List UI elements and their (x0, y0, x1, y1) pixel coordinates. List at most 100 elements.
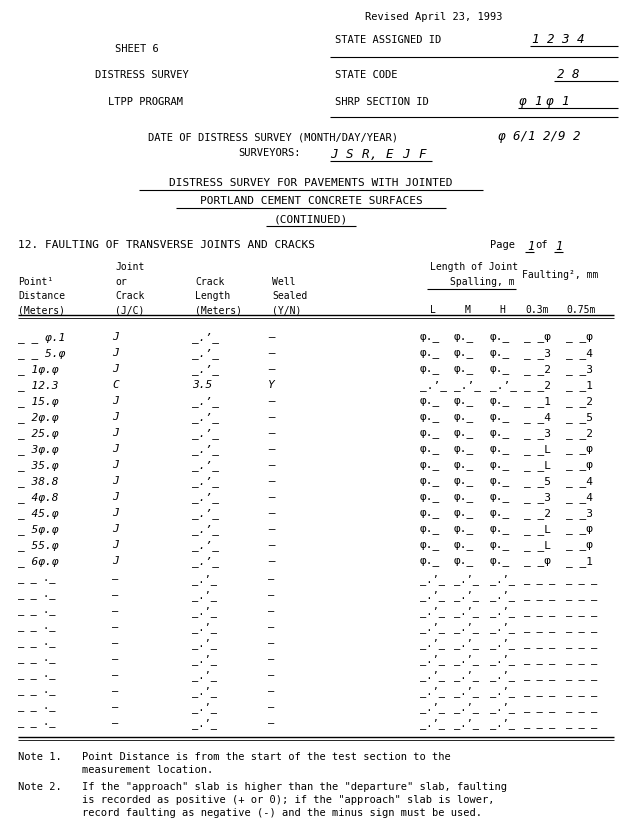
Text: _ _φ: _ _φ (566, 331, 593, 342)
Text: _ _1: _ _1 (524, 396, 551, 407)
Text: _.ʼ_: _.ʼ_ (192, 523, 219, 534)
Text: Well: Well (272, 277, 295, 286)
Text: _ _4: _ _4 (566, 475, 593, 486)
Text: _.ʼ_: _.ʼ_ (192, 508, 219, 518)
Text: _ _ φ.1: _ _ φ.1 (18, 331, 65, 343)
Text: φ._: φ._ (454, 444, 474, 454)
Text: φ._: φ._ (490, 331, 510, 342)
Text: _ _1: _ _1 (566, 379, 593, 391)
Text: φ._: φ._ (490, 539, 510, 549)
Text: Note 1.: Note 1. (18, 751, 62, 761)
Text: J: J (112, 508, 119, 518)
Text: _ _ ._: _ _ ._ (18, 621, 55, 631)
Text: 2 8: 2 8 (557, 68, 579, 81)
Text: _ 15.φ: _ 15.φ (18, 396, 59, 407)
Text: Page: Page (490, 240, 515, 250)
Text: _ _φ: _ _φ (524, 331, 551, 342)
Text: _.ʼ_: _.ʼ_ (420, 621, 445, 632)
Text: _ _ 5.φ: _ _ 5.φ (18, 348, 65, 359)
Text: _ _4: _ _4 (524, 412, 551, 422)
Text: _.ʼ_: _.ʼ_ (192, 427, 219, 438)
Text: _ _ ._: _ _ ._ (18, 701, 55, 711)
Text: _ _ _: _ _ _ (566, 653, 597, 663)
Text: φ._: φ._ (454, 331, 474, 342)
Text: _.ʼ_: _.ʼ_ (454, 669, 479, 680)
Text: PORTLAND CEMENT CONCRETE SURFACES: PORTLAND CEMENT CONCRETE SURFACES (199, 195, 422, 205)
Text: _.ʼ_: _.ʼ_ (192, 638, 217, 648)
Text: φ._: φ._ (490, 523, 510, 533)
Text: –: – (268, 427, 275, 437)
Text: Note 2.: Note 2. (18, 781, 62, 791)
Text: φ._: φ._ (490, 396, 510, 406)
Text: _.ʼ_: _.ʼ_ (454, 590, 479, 600)
Text: _ _ ._: _ _ ._ (18, 686, 55, 696)
Text: φ._: φ._ (420, 412, 440, 421)
Text: _.ʼ_: _.ʼ_ (490, 590, 515, 600)
Text: _ 45.φ: _ 45.φ (18, 508, 59, 518)
Text: _ _ _: _ _ _ (524, 653, 555, 663)
Text: φ._: φ._ (454, 460, 474, 469)
Text: Distance: Distance (18, 291, 65, 301)
Text: STATE ASSIGNED ID: STATE ASSIGNED ID (335, 35, 441, 45)
Text: _.ʼ_: _.ʼ_ (490, 379, 517, 391)
Text: –: – (268, 363, 275, 373)
Text: φ._: φ._ (490, 427, 510, 437)
Text: Faulting², mm: Faulting², mm (522, 270, 598, 280)
Text: –: – (268, 348, 275, 358)
Text: Length: Length (195, 291, 231, 301)
Text: _.ʼ_: _.ʼ_ (490, 653, 515, 664)
Text: _ 1φ.φ: _ 1φ.φ (18, 363, 59, 374)
Text: φ._: φ._ (420, 556, 440, 566)
Text: _ _2: _ _2 (566, 396, 593, 407)
Text: _ 6φ.φ: _ 6φ.φ (18, 556, 59, 566)
Text: _ _3: _ _3 (566, 508, 593, 518)
Text: –: – (268, 717, 274, 727)
Text: _ _ _: _ _ _ (524, 573, 555, 583)
Text: _.ʼ_: _.ʼ_ (192, 460, 219, 470)
Text: _.ʼ_: _.ʼ_ (192, 669, 217, 680)
Text: 12. FAULTING OF TRANSVERSE JOINTS AND CRACKS: 12. FAULTING OF TRANSVERSE JOINTS AND CR… (18, 240, 315, 250)
Text: (CONTINUED): (CONTINUED) (274, 214, 348, 224)
Text: J: J (112, 444, 119, 454)
Text: _.ʼ_: _.ʼ_ (192, 717, 217, 728)
Text: _.ʼ_: _.ʼ_ (192, 348, 219, 359)
Text: DISTRESS SURVEY: DISTRESS SURVEY (95, 70, 189, 80)
Text: _ _3: _ _3 (524, 348, 551, 359)
Text: LTPP PROGRAM: LTPP PROGRAM (108, 97, 183, 107)
Text: –: – (112, 653, 118, 663)
Text: φ._: φ._ (454, 539, 474, 549)
Text: φ._: φ._ (420, 363, 440, 373)
Text: _ _ _: _ _ _ (566, 621, 597, 631)
Text: _ 2φ.φ: _ 2φ.φ (18, 412, 59, 422)
Text: φ._: φ._ (490, 363, 510, 373)
Text: _ _ ._: _ _ ._ (18, 605, 55, 615)
Text: _ 4φ.8: _ 4φ.8 (18, 491, 59, 503)
Text: E: E (386, 148, 394, 161)
Text: S: S (346, 148, 353, 161)
Text: _ _ _: _ _ _ (524, 621, 555, 631)
Text: _.ʼ_: _.ʼ_ (420, 653, 445, 664)
Text: _ _3: _ _3 (566, 363, 593, 374)
Text: _ _ ._: _ _ ._ (18, 590, 55, 599)
Text: –: – (112, 686, 118, 696)
Text: _.ʼ_: _.ʼ_ (192, 686, 217, 696)
Text: measurement location.: measurement location. (82, 764, 213, 774)
Text: 1: 1 (527, 240, 534, 253)
Text: J: J (112, 363, 119, 373)
Text: φ._: φ._ (420, 444, 440, 454)
Text: _ _5: _ _5 (566, 412, 593, 422)
Text: record faulting as negative (-) and the minus sign must be used.: record faulting as negative (-) and the … (82, 807, 482, 817)
Text: _ _4: _ _4 (566, 348, 593, 359)
Text: –: – (112, 605, 118, 615)
Text: φ._: φ._ (420, 460, 440, 469)
Text: _.ʼ_: _.ʼ_ (192, 412, 219, 422)
Text: φ: φ (546, 95, 553, 108)
Text: F: F (418, 148, 426, 161)
Text: _ _ ._: _ _ ._ (18, 638, 55, 647)
Text: –: – (268, 686, 274, 696)
Text: –: – (268, 638, 274, 647)
Text: φ._: φ._ (490, 508, 510, 518)
Text: J: J (112, 556, 119, 566)
Text: SHEET 6: SHEET 6 (115, 44, 159, 54)
Text: φ._: φ._ (420, 427, 440, 437)
